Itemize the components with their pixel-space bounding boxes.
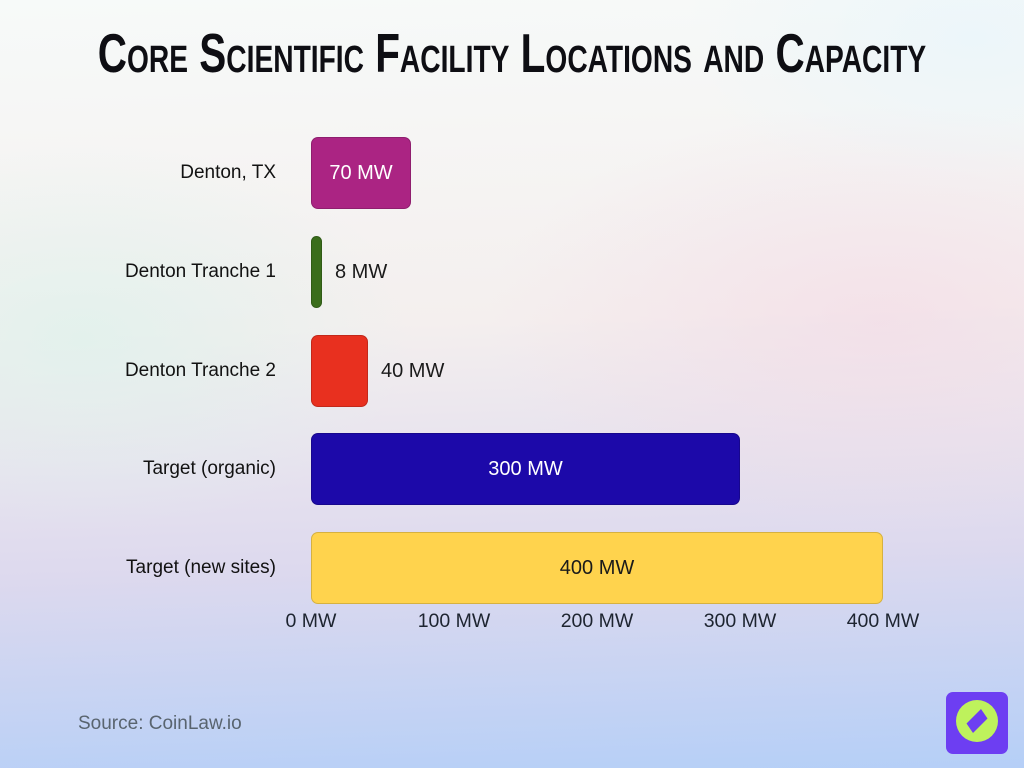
x-axis-tick-label: 400 MW <box>846 610 920 632</box>
category-label: Denton Tranche 2 <box>124 360 276 381</box>
category-label: Denton Tranche 1 <box>124 261 276 282</box>
x-axis-tick-label: 200 MW <box>560 610 634 632</box>
x-axis-tick-label: 100 MW <box>417 610 491 632</box>
bar-value-label: 8 MW <box>335 261 388 283</box>
bar <box>311 236 322 308</box>
bar: 400 MW <box>311 532 883 604</box>
category-label: Denton, TX <box>180 162 276 183</box>
compass-icon <box>946 690 1008 757</box>
bar-value-label: 70 MW <box>329 161 393 184</box>
category-label: Target (new sites) <box>126 557 276 578</box>
chart-title: Core Scientific Facility Locations and C… <box>97 22 927 84</box>
brand-logo <box>946 692 1008 754</box>
bar <box>311 335 368 407</box>
bar: 300 MW <box>311 433 740 505</box>
bar-value-label: 300 MW <box>488 457 563 480</box>
bar-value-label: 40 MW <box>381 360 445 382</box>
source-note: Source: CoinLaw.io <box>78 713 242 734</box>
x-axis-tick-label: 0 MW <box>285 610 337 632</box>
x-axis-tick-label: 300 MW <box>703 610 777 632</box>
bar-value-label: 400 MW <box>559 556 635 579</box>
bar: 70 MW <box>311 137 411 209</box>
category-label: Target (organic) <box>142 458 276 479</box>
